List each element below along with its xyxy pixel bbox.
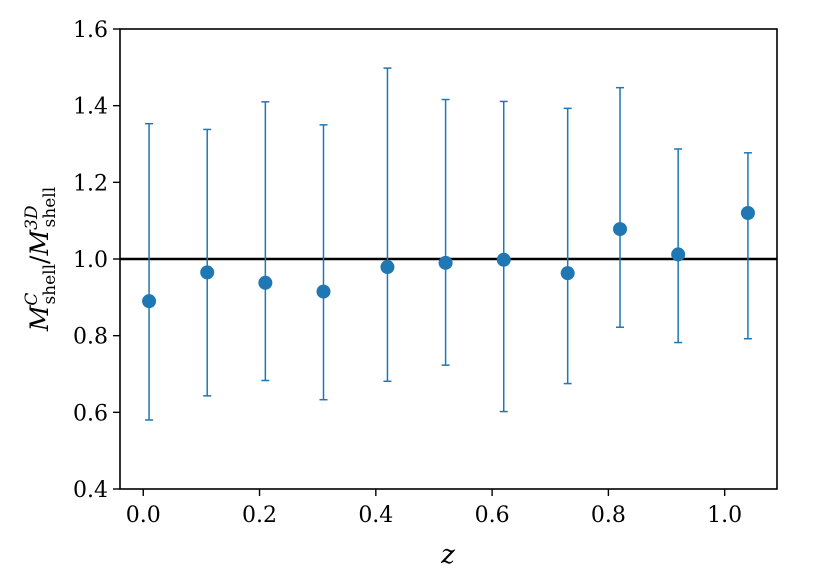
data-point (258, 275, 273, 290)
data-point (671, 247, 686, 262)
y-label-sup1: C (22, 293, 42, 306)
data-point (496, 252, 511, 267)
x-tick-label: 1.0 (707, 503, 742, 528)
x-tick-label: 0.8 (591, 503, 626, 528)
data-point (316, 284, 331, 299)
y-label-sub1: shell (40, 264, 60, 305)
data-point (438, 255, 453, 270)
x-tick-label: 0.0 (126, 503, 161, 528)
plot-frame (119, 28, 778, 490)
data-point (142, 294, 157, 309)
y-label-slash: / (25, 255, 54, 264)
data-point (613, 222, 628, 237)
y-tick-label: 0.4 (73, 478, 108, 503)
y-tick-label: 0.8 (73, 325, 108, 350)
y-axis-label: MCshell/M3Dshell (22, 187, 60, 332)
x-tick-label: 0.6 (475, 503, 510, 528)
data-point (740, 206, 755, 220)
y-axis-ticks: 0.4 0.6 0.8 1.0 1.2 1.4 1.6 (73, 18, 120, 503)
data-point (560, 266, 575, 281)
y-tick-label: 0.6 (73, 401, 108, 426)
svg-text:MCshell/M3Dshell: MCshell/M3Dshell (22, 187, 60, 332)
y-label-m1: M (25, 304, 54, 332)
data-point (200, 265, 215, 280)
y-tick-label: 1.6 (73, 18, 108, 43)
plot-area (120, 67, 777, 421)
y-label-sub2: shell (40, 187, 60, 228)
y-label-m2: M (25, 229, 54, 257)
y-tick-label: 1.2 (73, 171, 108, 196)
data-point (380, 260, 395, 275)
y-tick-label: 1.0 (73, 248, 108, 273)
x-axis-label: z (440, 540, 455, 570)
x-tick-label: 0.4 (358, 503, 393, 528)
x-axis-ticks: 0.0 0.2 0.4 0.6 0.8 1.0 (126, 489, 742, 528)
y-label-sup2: 3D (22, 205, 42, 230)
y-tick-label: 1.4 (73, 95, 108, 120)
x-tick-label: 0.2 (242, 503, 277, 528)
